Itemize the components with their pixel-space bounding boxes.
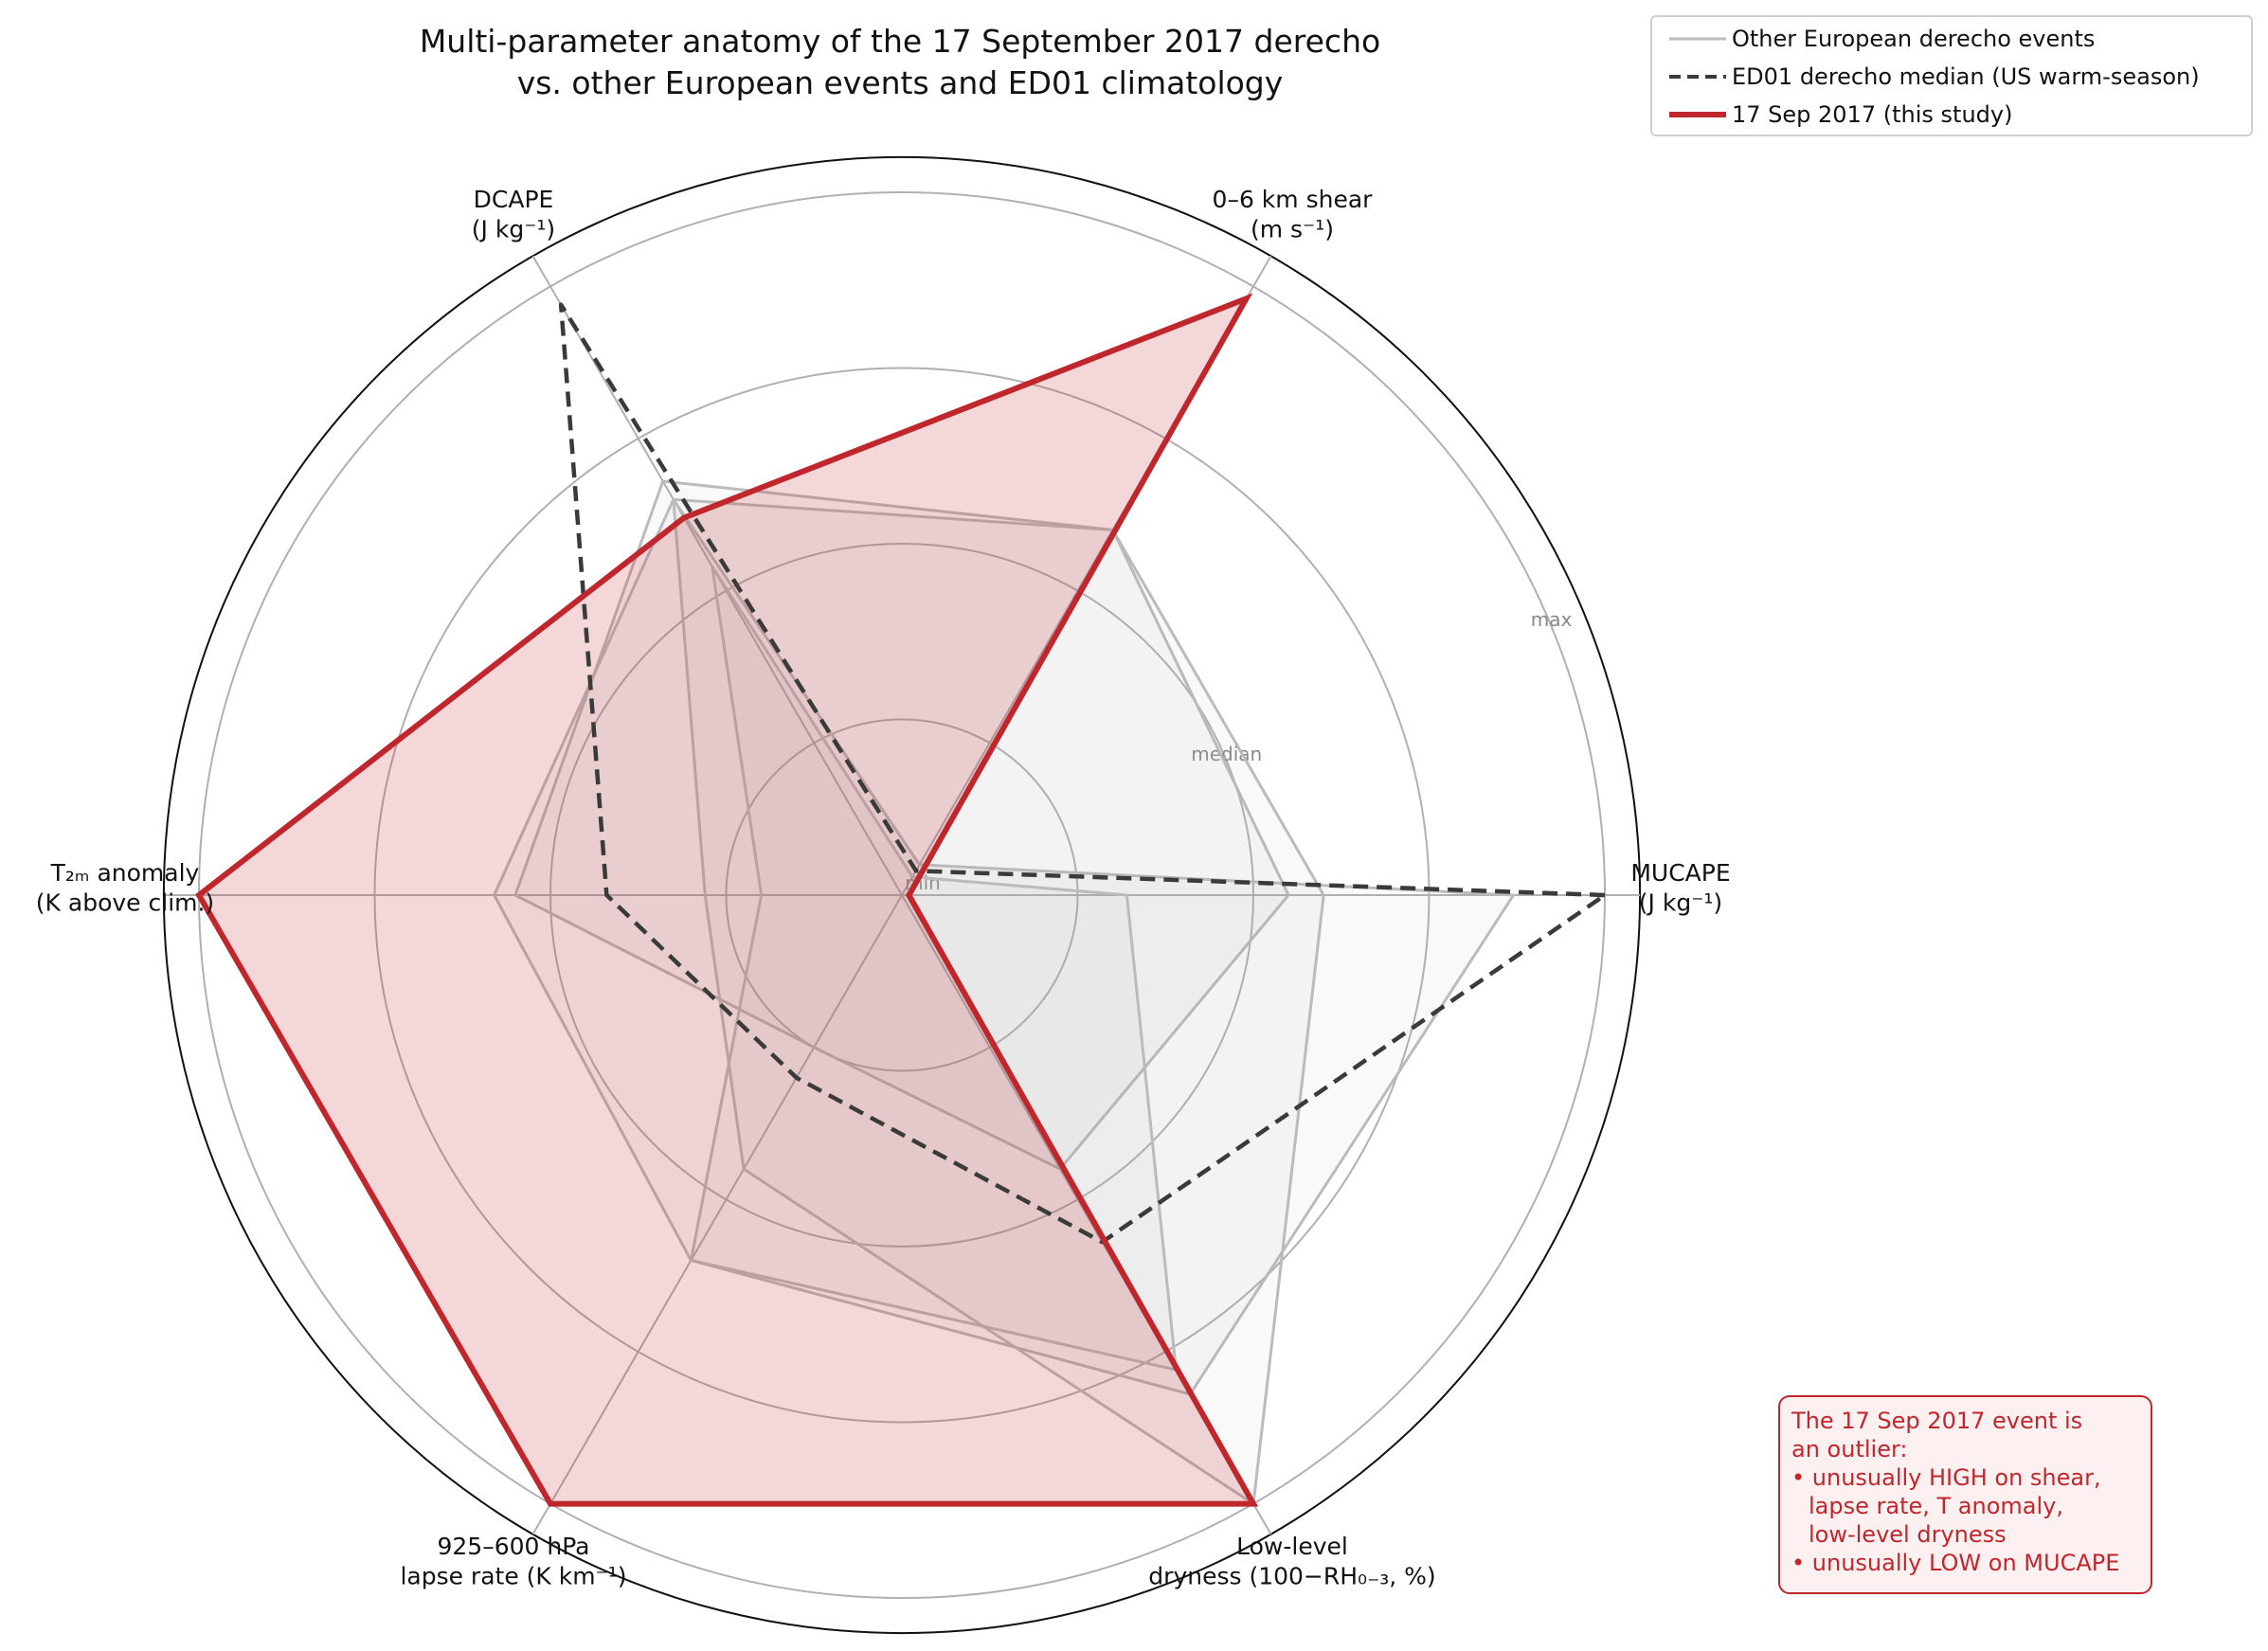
axis-label-4: T₂ₘ anomaly (K above clim.) (36, 859, 214, 916)
chart-title-line1: Multi-parameter anatomy of the 17 Septem… (419, 23, 1381, 60)
legend-item-other-events: Other European derecho events (1652, 21, 2251, 57)
legend-swatch-dashed (1669, 75, 1726, 79)
ring-label-median: median (1191, 743, 1262, 765)
legend-item-this-study: 17 Sep 2017 (this study) (1652, 97, 2251, 133)
axis-label-3: DCAPE (J kg⁻¹) (472, 186, 555, 242)
series-study-fill (199, 298, 1253, 1504)
axis-label-2: 0–6 km shear (m s⁻¹) (1213, 186, 1374, 242)
legend-label-other-events: Other European derecho events (1732, 26, 2096, 52)
chart-title: Multi-parameter anatomy of the 17 Septem… (332, 21, 1468, 104)
axis-label-5: 925–600 hPa lapse rate (K km⁻¹) (400, 1533, 626, 1589)
axis-label-6: Low-level dryness (100−RH₀₋₃, %) (1148, 1533, 1435, 1589)
legend-swatch-study (1669, 112, 1726, 117)
annotation-line-2: an outlier: (1791, 1436, 1908, 1463)
outlier-annotation: The 17 Sep 2017 event is an outlier: • u… (1778, 1395, 2152, 1594)
legend-swatch-gray (1669, 37, 1726, 41)
annotation-line-3: • unusually HIGH on shear, (1791, 1464, 2101, 1491)
legend-label-this-study: 17 Sep 2017 (this study) (1732, 101, 2013, 128)
annotation-line-1: The 17 Sep 2017 event is (1791, 1408, 2083, 1434)
legend-item-ed01-median: ED01 derecho median (US warm-season) (1652, 59, 2251, 95)
annotation-line-4: lapse rate, T anomaly, (1809, 1493, 2063, 1519)
annotation-line-5: low-level dryness (1809, 1521, 2007, 1548)
annotation-line-6: • unusually LOW on MUCAPE (1791, 1550, 2120, 1576)
axis-label-1: MUCAPE (J kg⁻¹) (1630, 859, 1730, 916)
legend: Other European derecho events ED01 derec… (1650, 15, 2253, 136)
legend-label-ed01-median: ED01 derecho median (US warm-season) (1732, 63, 2200, 90)
axis-labels: MUCAPE (J kg⁻¹) 0–6 km shear (m s⁻¹) DCAPE (J… (36, 186, 1731, 1589)
grid-spoke-5 (531, 894, 903, 1535)
radar-series (195, 293, 1608, 1507)
ring-label-max: max (1531, 608, 1573, 631)
chart-title-line2: vs. other European events and ED01 clima… (516, 64, 1284, 101)
